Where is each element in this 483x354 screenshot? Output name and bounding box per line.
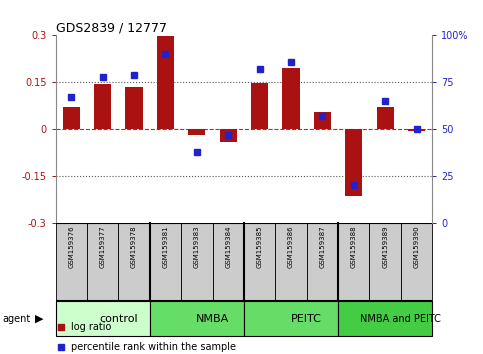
Bar — [150, 223, 181, 301]
Text: NMBA and PEITC: NMBA and PEITC — [360, 314, 441, 324]
Bar — [283, 68, 299, 129]
Bar — [181, 223, 213, 301]
Text: GSM159377: GSM159377 — [99, 225, 106, 268]
Text: GSM159389: GSM159389 — [382, 225, 388, 268]
Text: GDS2839 / 12777: GDS2839 / 12777 — [56, 21, 167, 34]
Text: ▶: ▶ — [35, 314, 43, 324]
Bar — [244, 223, 275, 301]
Text: percentile rank within the sample: percentile rank within the sample — [71, 342, 236, 352]
Bar — [377, 107, 394, 129]
Text: agent: agent — [2, 314, 30, 324]
Bar — [157, 36, 174, 129]
Text: GSM159387: GSM159387 — [319, 225, 326, 268]
Bar — [150, 301, 244, 336]
Bar — [126, 87, 142, 129]
Text: GSM159385: GSM159385 — [256, 225, 263, 268]
Bar — [220, 129, 237, 142]
Text: control: control — [99, 314, 138, 324]
Bar — [118, 223, 150, 301]
Text: GSM159390: GSM159390 — [413, 225, 420, 268]
Text: PEITC: PEITC — [291, 314, 322, 324]
Text: GSM159388: GSM159388 — [351, 225, 357, 268]
Bar — [251, 83, 268, 129]
Text: GSM159386: GSM159386 — [288, 225, 294, 268]
Text: GSM159378: GSM159378 — [131, 225, 137, 268]
Bar — [63, 107, 80, 129]
Bar — [401, 223, 432, 301]
Text: GSM159384: GSM159384 — [225, 225, 231, 268]
Bar — [275, 223, 307, 301]
Text: GSM159381: GSM159381 — [162, 225, 169, 268]
Text: GSM159383: GSM159383 — [194, 225, 200, 268]
Bar — [338, 301, 432, 336]
Bar — [369, 223, 401, 301]
Bar — [345, 129, 362, 196]
Bar — [307, 223, 338, 301]
Text: log ratio: log ratio — [71, 322, 111, 332]
Bar — [188, 129, 205, 136]
Bar — [244, 301, 338, 336]
Bar — [94, 84, 111, 129]
Bar — [314, 112, 331, 129]
Text: GSM159376: GSM159376 — [68, 225, 74, 268]
Bar — [87, 223, 118, 301]
Bar — [408, 129, 425, 131]
Bar — [56, 301, 150, 336]
Bar — [213, 223, 244, 301]
Bar — [56, 223, 87, 301]
Bar — [338, 223, 369, 301]
Text: NMBA: NMBA — [196, 314, 229, 324]
